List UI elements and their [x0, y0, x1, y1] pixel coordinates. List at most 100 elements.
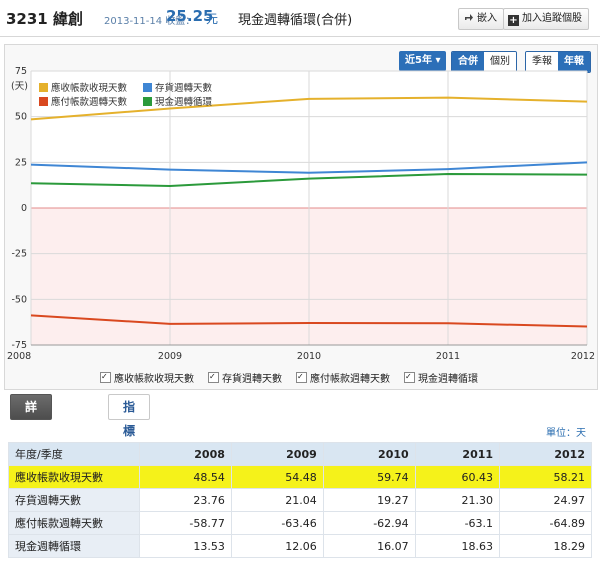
toggle-label: 現金週轉循環	[418, 373, 478, 385]
table-cell: -58.77	[139, 511, 232, 535]
table-cell: 13.53	[139, 534, 232, 558]
close-price: 25.25	[166, 7, 214, 25]
legend-label: 現金週轉循環	[155, 96, 213, 108]
unit-label: 單位：天	[546, 428, 586, 439]
chart-panel: 近5年 ▾ 合併 個別 季報 年報 75 50 25 0 -25 -50 -75 2008 2…	[4, 44, 598, 390]
y-tick-label: 25	[15, 157, 27, 168]
y-tick-label: -25	[11, 249, 27, 260]
table-cell: 21.04	[230, 488, 324, 512]
legend-label: 應收帳款收現天數	[51, 82, 128, 94]
toggle-label: 存貨週轉天數	[222, 373, 282, 385]
x-tick-label: 2011	[436, 351, 460, 362]
row-label: 存貨週轉天數	[8, 488, 140, 512]
y-tick-label: 50	[15, 112, 27, 123]
embed-button[interactable]: 嵌入	[458, 8, 504, 30]
table-row: 應付帳款週轉天數 -58.77 -63.46 -62.94 -63.1 -64.…	[8, 511, 592, 535]
data-table: 年度/季度 2008 2009 2010 2011 2012 應收帳款收現天數 …	[8, 442, 592, 558]
row-label: 應付帳款週轉天數	[8, 511, 140, 535]
series-line-3	[30, 172, 588, 187]
plus-icon: +	[508, 15, 519, 26]
column-header: 2012	[499, 442, 592, 466]
close-date-label: 2013-11-14 收盤：	[104, 16, 196, 27]
scope-toggle: 合併 個別	[451, 51, 517, 73]
y-tick-label: -50	[11, 294, 27, 305]
toggle-inventory-days[interactable]: ✓ 存貨週轉天數	[208, 370, 282, 385]
page-title: 現金週轉循環(合併)	[238, 13, 353, 28]
scope-individual-button[interactable]: 個別	[484, 52, 516, 72]
table-row: 現金週轉循環 13.53 12.06 16.07 18.63 18.29	[8, 534, 592, 558]
embed-label: 嵌入	[477, 13, 497, 24]
series-toggle-legend: ✓ 應收帳款收現天數 ✓ 存貨週轉天數 ✓ 應付帳款週轉天數 ✓ 現金週轉循環	[100, 370, 520, 385]
toggle-label: 應收帳款收現天數	[114, 373, 194, 385]
series-line-0	[30, 96, 588, 121]
x-tick-label: 2008	[7, 351, 31, 362]
tab-detail-data[interactable]: 詳細數據	[10, 394, 53, 486]
legend-swatch	[143, 83, 152, 92]
check-icon: ✓	[296, 371, 307, 383]
table-cell: -64.89	[499, 511, 592, 535]
column-header: 2010	[322, 442, 416, 466]
series-line-1	[30, 161, 588, 174]
freq-quarterly-button[interactable]: 季報	[526, 52, 558, 72]
tab-indicator-explain[interactable]: 指標解釋	[108, 394, 151, 486]
table-cell: 12.06	[230, 534, 324, 558]
table-cell: 59.74	[322, 465, 416, 489]
table-cell: 21.30	[414, 488, 501, 512]
table-cell: 60.43	[414, 465, 501, 489]
y-axis-label: (天)	[11, 81, 28, 92]
y-tick-labels: 75 50 25 0 -25 -50 -75	[11, 66, 27, 351]
grid-lines	[30, 70, 588, 346]
line-chart: 75 50 25 0 -25 -50 -75 2008 2009 2010 2011 2012 (天…	[7, 66, 595, 362]
x-tick-label: 2010	[297, 351, 321, 362]
table-cell: -63.46	[230, 511, 324, 535]
table-cell: -62.94	[322, 511, 416, 535]
column-header: 2009	[230, 442, 324, 466]
table-cell: 23.76	[139, 488, 232, 512]
table-header-row: 年度/季度 2008 2009 2010 2011 2012	[8, 442, 592, 466]
table-cell: 58.21	[499, 465, 592, 489]
add-tracking-button[interactable]: + 加入追蹤個股	[503, 8, 589, 30]
series-lines	[30, 96, 588, 328]
page-header: 3231 緯創 2013-11-14 收盤： 25.25 元 現金週轉循環(合併…	[0, 0, 600, 37]
row-label: 現金週轉循環	[8, 534, 140, 558]
toggle-label: 應付帳款週轉天數	[310, 373, 390, 385]
column-header: 2011	[414, 442, 501, 466]
table-cell: 54.48	[230, 465, 324, 489]
table-cell: 18.63	[414, 534, 501, 558]
table-cell: 19.27	[322, 488, 416, 512]
period-dropdown[interactable]: 近5年 ▾	[399, 51, 447, 71]
legend-label: 應付帳款週轉天數	[51, 96, 128, 108]
toggle-receivable-days[interactable]: ✓ 應收帳款收現天數	[100, 370, 194, 385]
table-row: 應收帳款收現天數 48.54 54.48 59.74 60.43 58.21	[8, 465, 592, 489]
y-tick-label: -75	[11, 340, 27, 351]
freq-annual-button[interactable]: 年報	[558, 52, 590, 72]
y-tick-label: 0	[21, 203, 27, 214]
legend-swatch	[143, 97, 152, 106]
stock-title: 3231 緯創	[6, 10, 83, 28]
legend-swatch	[39, 97, 48, 106]
x-tick-label: 2009	[158, 351, 182, 362]
table-corner-header: 年度/季度	[8, 442, 140, 466]
table-cell: 18.29	[499, 534, 592, 558]
check-icon: ✓	[404, 371, 415, 383]
check-icon: ✓	[208, 371, 219, 383]
column-header: 2008	[139, 442, 232, 466]
table-cell: 24.97	[499, 488, 592, 512]
share-icon	[463, 11, 474, 22]
toggle-payable-days[interactable]: ✓ 應付帳款週轉天數	[296, 370, 390, 385]
price-unit: 元	[206, 12, 219, 26]
y-tick-label: 75	[15, 66, 27, 77]
row-label: 應收帳款收現天數	[8, 465, 140, 489]
table-row: 存貨週轉天數 23.76 21.04 19.27 21.30 24.97	[8, 488, 592, 512]
table-cell: 48.54	[139, 465, 232, 489]
legend-label: 存貨週轉天數	[155, 82, 213, 94]
x-tick-labels: 2008 2009 2010 2011 2012	[7, 351, 595, 362]
legend-swatch	[39, 83, 48, 92]
series-line-2	[30, 314, 588, 328]
toggle-cash-cycle[interactable]: ✓ 現金週轉循環	[404, 370, 478, 385]
check-icon: ✓	[100, 371, 111, 383]
scope-consolidated-button[interactable]: 合併	[452, 52, 484, 72]
add-tracking-label: 加入追蹤個股	[522, 13, 582, 24]
table-cell: 16.07	[322, 534, 416, 558]
